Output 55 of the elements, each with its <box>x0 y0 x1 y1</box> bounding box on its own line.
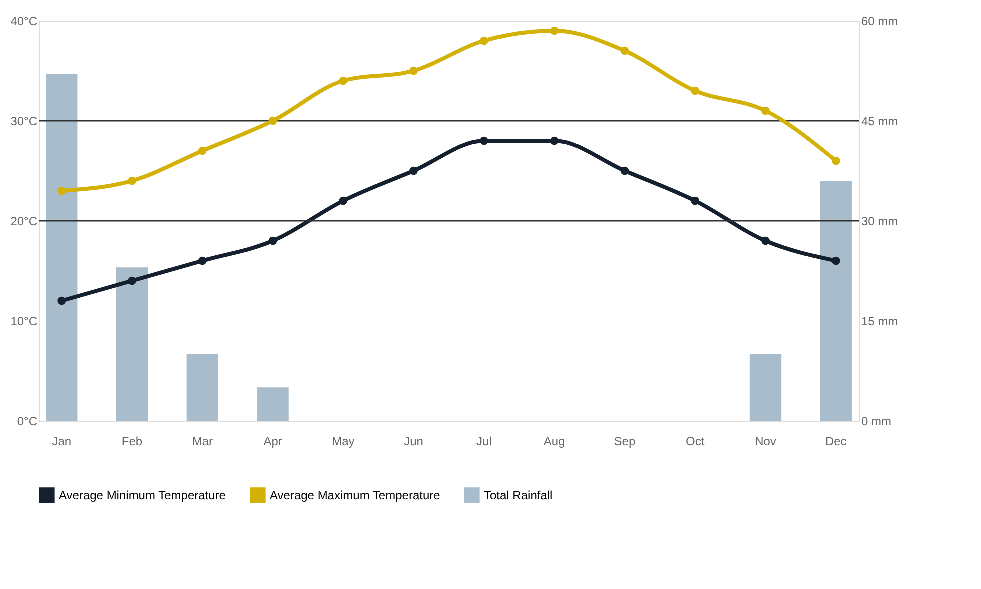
bar <box>46 74 78 421</box>
point <box>480 136 488 146</box>
point <box>550 136 559 146</box>
point <box>832 256 840 266</box>
x-tick-label: Feb <box>122 434 143 448</box>
x-tick-label: Oct <box>686 434 706 448</box>
bar <box>750 354 782 421</box>
point <box>550 26 559 36</box>
legend-label: Total Rainfall <box>484 488 553 502</box>
y2-tick-label: 30 mm <box>862 214 898 228</box>
y2-tick-label: 45 mm <box>862 114 898 128</box>
point <box>480 36 488 46</box>
x-tick-label: Sep <box>614 434 636 448</box>
x-tick-label: Aug <box>544 434 566 448</box>
y2-tick-label: 60 mm <box>862 14 898 28</box>
point <box>832 156 840 166</box>
point <box>620 166 630 176</box>
point <box>58 186 66 196</box>
y2-tick-label: 0 mm <box>862 414 892 428</box>
y-tick-label: 30°C <box>10 114 38 128</box>
point <box>410 166 418 176</box>
x-tick-label: Mar <box>192 434 213 448</box>
x-tick-label: May <box>332 434 355 448</box>
x-tick-label: Nov <box>755 434 776 448</box>
point <box>339 76 348 86</box>
point <box>410 66 418 76</box>
x-tick-label: Jan <box>52 434 72 448</box>
bar <box>186 354 218 421</box>
x-tick-label: Jul <box>476 434 492 448</box>
y-tick-label: 0°C <box>17 414 38 428</box>
x-tick-label: Jun <box>404 434 424 448</box>
point <box>268 236 278 246</box>
legend-label: Average Maximum Temperature <box>270 488 441 502</box>
point <box>128 176 136 186</box>
point <box>620 46 630 56</box>
point <box>762 106 770 116</box>
bar <box>116 268 148 421</box>
bar <box>820 181 852 421</box>
x-tick-label: Apr <box>264 434 282 448</box>
point <box>762 236 770 246</box>
y-tick-label: 20°C <box>10 214 38 228</box>
point <box>198 256 207 266</box>
point <box>198 146 207 156</box>
point <box>128 276 136 286</box>
point <box>268 116 278 126</box>
point <box>691 86 700 96</box>
legend-label: Average Minimum Temperature <box>59 488 226 502</box>
point <box>691 196 700 206</box>
point <box>58 296 66 306</box>
bar <box>257 388 289 421</box>
point <box>339 196 348 206</box>
x-tick-label: Dec <box>825 434 847 448</box>
y2-tick-label: 15 mm <box>862 314 898 328</box>
y-tick-label: 10°C <box>10 314 38 328</box>
y-tick-label: 40°C <box>10 14 38 28</box>
